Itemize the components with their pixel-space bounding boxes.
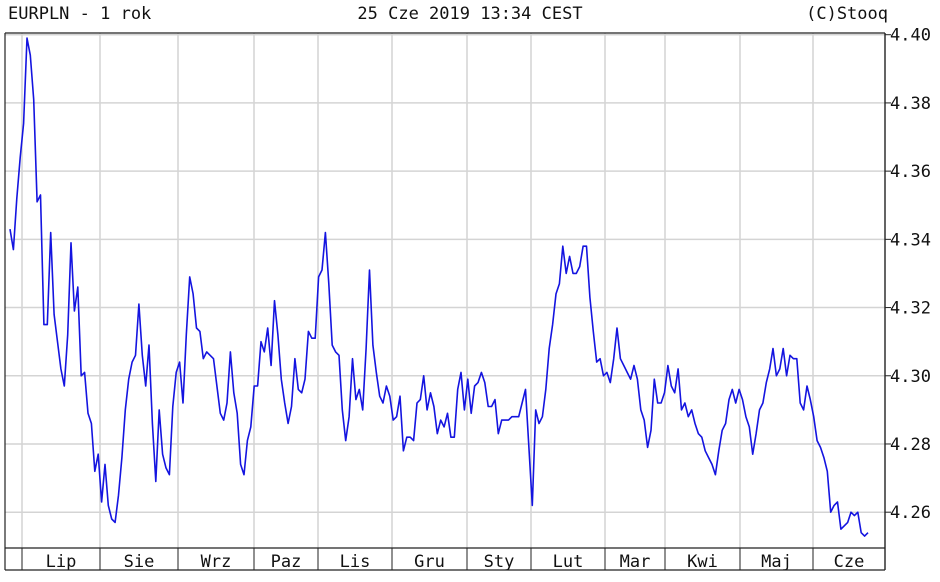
x-tick-label: Maj [761, 552, 792, 572]
chart-title: EURPLN - 1 rok [8, 4, 152, 24]
y-tick-label: 4.38 [890, 94, 931, 114]
chart-datetime: 25 Cze 2019 13:34 CEST [357, 4, 583, 24]
y-tick-label: 4.32 [890, 299, 931, 319]
y-tick-label: 4.26 [890, 503, 931, 523]
y-tick-label: 4.30 [890, 367, 931, 387]
series-line [9, 37, 869, 537]
x-tick-label: Cze [834, 552, 865, 572]
x-tick-label: Lip [46, 552, 77, 572]
x-tick-label: Mar [620, 552, 651, 572]
x-tick-label: Kwi [687, 552, 718, 572]
y-tick-label: 4.36 [890, 162, 931, 182]
x-tick-label: Lut [553, 552, 584, 572]
x-tick-label: Sty [484, 552, 515, 572]
y-tick-label: 4.40 [890, 26, 931, 46]
x-tick-label: Wrz [201, 552, 232, 572]
x-tick-label: Lis [340, 552, 371, 572]
y-tick-label: 4.34 [890, 230, 931, 250]
x-tick-label: Gru [414, 552, 445, 572]
plot-area [5, 33, 885, 570]
chart-copyright: (C)Stooq [806, 4, 888, 24]
y-tick-label: 4.28 [890, 435, 931, 455]
x-tick-label: Sie [124, 552, 155, 572]
x-tick-label: Paz [271, 552, 302, 572]
